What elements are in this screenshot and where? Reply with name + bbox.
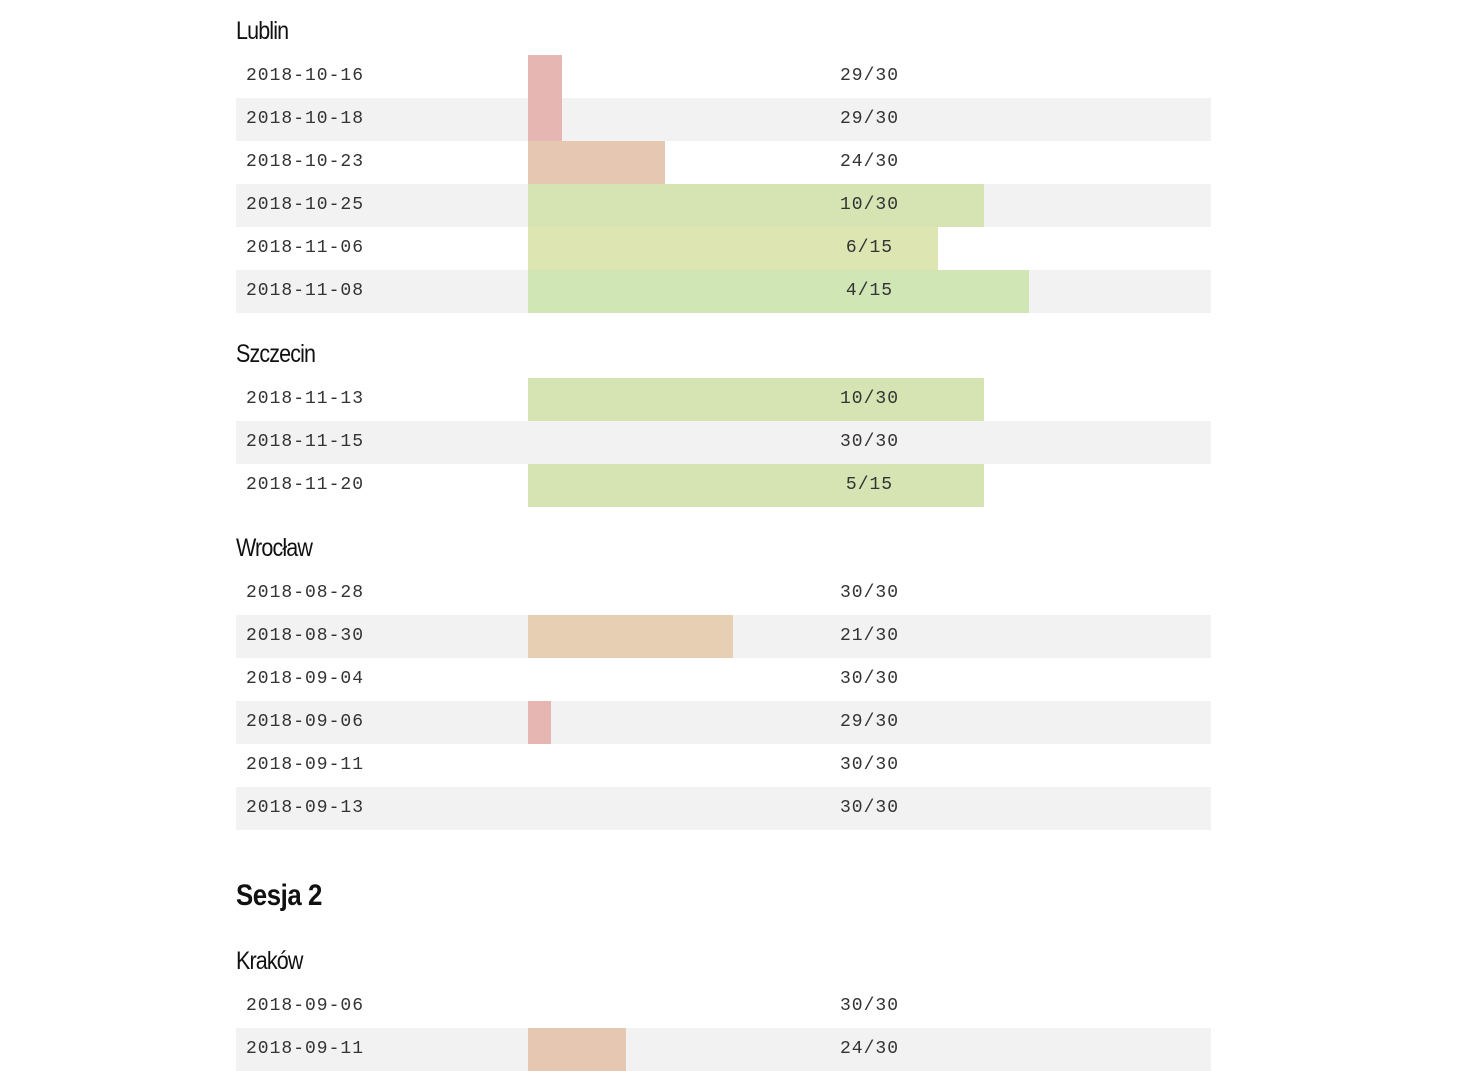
occupancy-bar — [528, 227, 938, 270]
schedule-row: 2018-09-13 30/30 — [236, 787, 1211, 830]
row-date: 2018-09-11 — [246, 755, 365, 775]
occupancy-bar — [528, 378, 984, 421]
occupancy-bar — [528, 184, 984, 227]
schedule-row: 2018-09-11 24/30 — [236, 1028, 1211, 1071]
row-seats: 5/15 — [845, 475, 894, 495]
row-date: 2018-09-11 — [246, 1039, 365, 1059]
row-seats: 24/30 — [839, 152, 899, 172]
schedule-row: 2018-10-25 10/30 — [236, 184, 1211, 227]
occupancy-bar — [528, 615, 733, 658]
schedule-row: 2018-11-13 10/30 — [236, 378, 1211, 421]
row-date: 2018-08-30 — [246, 626, 365, 646]
schedule-row: 2018-10-18 29/30 — [236, 98, 1211, 141]
schedule-row: 2018-10-23 24/30 — [236, 141, 1211, 184]
row-date: 2018-11-08 — [246, 281, 365, 301]
row-seats: 30/30 — [839, 996, 899, 1016]
row-seats: 21/30 — [839, 626, 899, 646]
row-date: 2018-11-13 — [246, 389, 365, 409]
city-title: Wrocław — [236, 534, 313, 562]
city-title: Lublin — [236, 17, 289, 45]
row-seats: 10/30 — [839, 195, 899, 215]
row-date: 2018-09-06 — [246, 996, 365, 1016]
row-date: 2018-10-16 — [246, 66, 365, 86]
schedule-row: 2018-11-08 4/15 — [236, 270, 1211, 313]
row-date: 2018-10-18 — [246, 109, 365, 129]
row-date: 2018-09-06 — [246, 712, 365, 732]
row-seats: 30/30 — [839, 755, 899, 775]
schedule-row: 2018-09-06 30/30 — [236, 985, 1211, 1028]
row-seats: 6/15 — [845, 238, 894, 258]
row-date: 2018-11-15 — [246, 432, 365, 452]
schedule-row: 2018-09-06 29/30 — [236, 701, 1211, 744]
city-title: Kraków — [236, 947, 303, 975]
schedule-row: 2018-08-30 21/30 — [236, 615, 1211, 658]
row-date: 2018-11-06 — [246, 238, 365, 258]
schedule-row: 2018-09-04 30/30 — [236, 658, 1211, 701]
row-date: 2018-09-13 — [246, 798, 365, 818]
schedule-row: 2018-09-11 30/30 — [236, 744, 1211, 787]
schedule-row: 2018-08-28 30/30 — [236, 572, 1211, 615]
row-seats: 24/30 — [839, 1039, 899, 1059]
occupancy-bar — [528, 464, 984, 507]
row-seats: 30/30 — [839, 583, 899, 603]
occupancy-bar — [528, 701, 551, 744]
row-seats: 10/30 — [839, 389, 899, 409]
row-seats: 30/30 — [839, 432, 899, 452]
occupancy-bar — [528, 270, 1029, 313]
row-seats: 29/30 — [839, 66, 899, 86]
city-title: Szczecin — [236, 340, 316, 368]
row-date: 2018-08-28 — [246, 583, 365, 603]
schedule-row: 2018-10-16 29/30 — [236, 55, 1211, 98]
row-date: 2018-11-20 — [246, 475, 365, 495]
row-date: 2018-09-04 — [246, 669, 365, 689]
row-seats: 29/30 — [839, 109, 899, 129]
occupancy-bar — [528, 141, 665, 184]
schedule-row: 2018-11-06 6/15 — [236, 227, 1211, 270]
occupancy-bar — [528, 55, 562, 98]
row-seats: 30/30 — [839, 798, 899, 818]
row-date: 2018-10-23 — [246, 152, 365, 172]
row-seats: 4/15 — [845, 281, 894, 301]
row-seats: 29/30 — [839, 712, 899, 732]
schedule-row: 2018-11-15 30/30 — [236, 421, 1211, 464]
row-seats: 30/30 — [839, 669, 899, 689]
row-date: 2018-10-25 — [246, 195, 365, 215]
session-title: Sesja 2 — [236, 879, 322, 912]
occupancy-bar — [528, 98, 562, 141]
schedule-row: 2018-11-20 5/15 — [236, 464, 1211, 507]
